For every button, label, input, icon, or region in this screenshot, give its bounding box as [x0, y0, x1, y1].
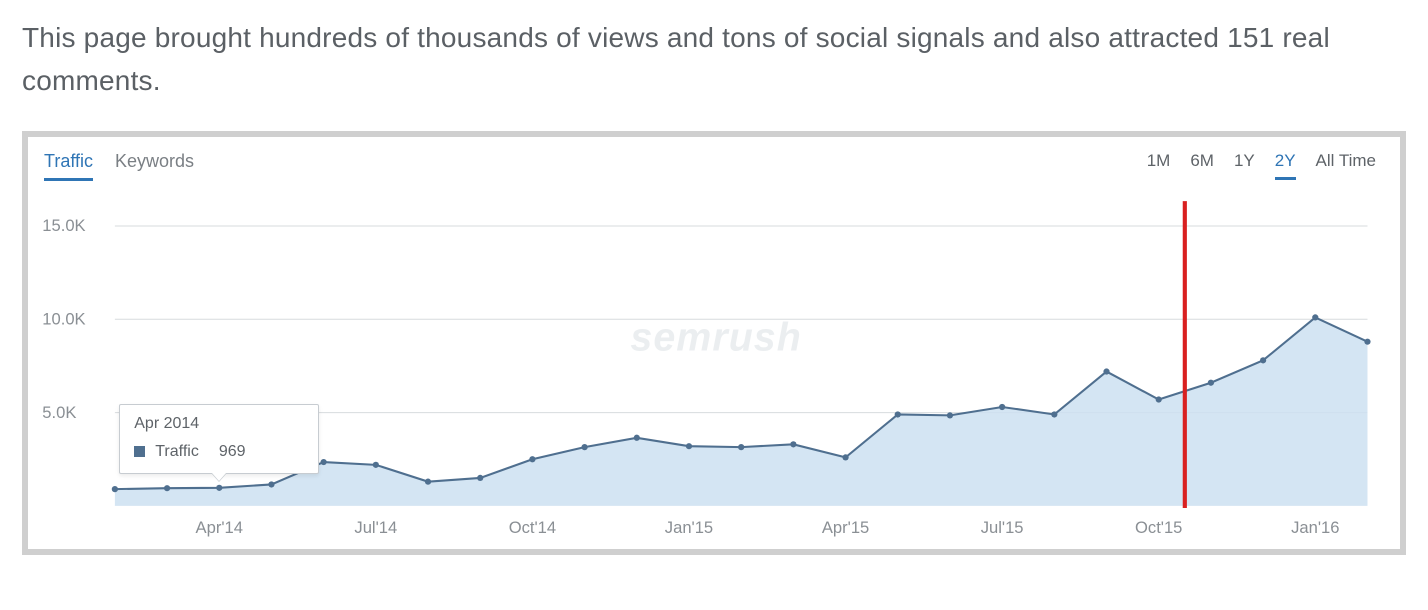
- range-6m[interactable]: 6M: [1190, 151, 1214, 180]
- tooltip-row: Traffic 969: [134, 443, 304, 461]
- plot-area: 5.0K 10.0K 15.0K semrush Apr'14 Jul'14 Oct'14 J…: [34, 199, 1382, 541]
- svg-text:15.0K: 15.0K: [42, 216, 85, 235]
- range-1y[interactable]: 1Y: [1234, 151, 1255, 180]
- tab-traffic[interactable]: Traffic: [44, 151, 93, 181]
- tab-keywords[interactable]: Keywords: [115, 151, 194, 181]
- svg-text:Jul'15: Jul'15: [981, 518, 1024, 537]
- traffic-chart: 5.0K 10.0K 15.0K semrush Apr'14 Jul'14 Oct'14 J…: [34, 199, 1382, 541]
- svg-text:Jan'15: Jan'15: [665, 518, 713, 537]
- chart-controls-row: Traffic Keywords 1M 6M 1Y 2Y All Time: [34, 151, 1382, 181]
- page-caption: This page brought hundreds of thousands …: [22, 16, 1406, 103]
- range-2y[interactable]: 2Y: [1275, 151, 1296, 180]
- range-1m[interactable]: 1M: [1147, 151, 1171, 180]
- time-range-tabs: 1M 6M 1Y 2Y All Time: [1147, 151, 1376, 180]
- svg-text:Apr'15: Apr'15: [822, 518, 869, 537]
- svg-text:semrush: semrush: [630, 315, 801, 359]
- metric-tabs: Traffic Keywords: [44, 151, 194, 181]
- svg-text:Oct'15: Oct'15: [1135, 518, 1182, 537]
- svg-text:Jul'14: Jul'14: [354, 518, 397, 537]
- svg-text:Oct'14: Oct'14: [509, 518, 556, 537]
- tooltip-arrow-icon: [211, 473, 227, 482]
- tooltip-swatch: [134, 446, 145, 457]
- svg-text:5.0K: 5.0K: [42, 403, 76, 422]
- chart-tooltip: Apr 2014 Traffic 969: [119, 404, 319, 474]
- range-all-time[interactable]: All Time: [1316, 151, 1376, 180]
- tooltip-title: Apr 2014: [134, 415, 304, 433]
- tooltip-value: 969: [219, 443, 246, 461]
- svg-text:Jan'16: Jan'16: [1291, 518, 1339, 537]
- chart-card: Traffic Keywords 1M 6M 1Y 2Y All Time 5.…: [22, 131, 1406, 555]
- tooltip-series-label: Traffic: [155, 443, 199, 461]
- svg-text:10.0K: 10.0K: [42, 309, 85, 328]
- svg-text:Apr'14: Apr'14: [196, 518, 243, 537]
